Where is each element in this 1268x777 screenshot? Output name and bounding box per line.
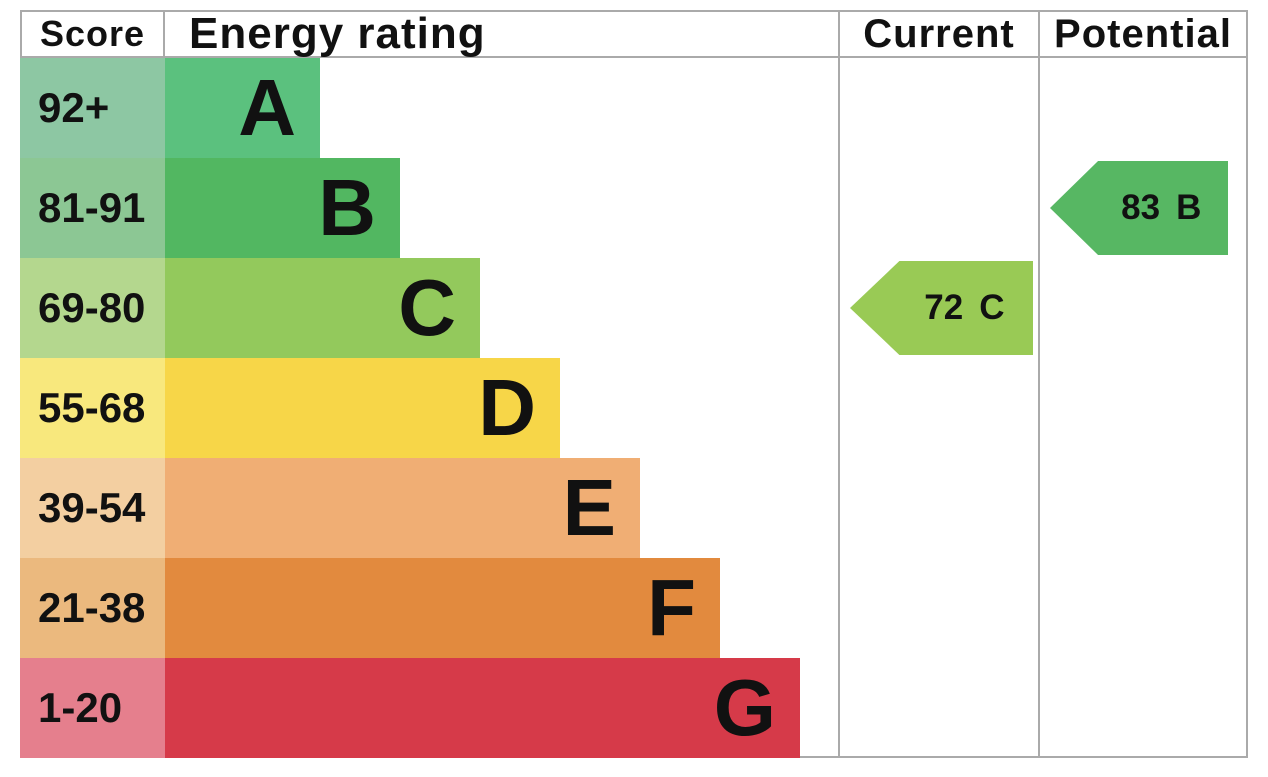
rating-letter-c: C [398, 263, 456, 352]
rating-bar-c: C [165, 258, 480, 358]
score-cell-g: 1-20 [20, 658, 165, 758]
band-row-c: 69-80 C [20, 258, 1246, 358]
rating-bar-f: F [165, 558, 720, 658]
score-cell-d: 55-68 [20, 358, 165, 458]
band-row-e: 39-54 E [20, 458, 1246, 558]
band-row-f: 21-38 F [20, 558, 1246, 658]
rating-bar-b: B [165, 158, 400, 258]
current-rating-letter: C [979, 288, 1005, 327]
header-energy-rating: Energy rating [189, 9, 486, 58]
header-score: Score [22, 12, 165, 56]
header-current: Current [838, 12, 1038, 56]
potential-column-divider [1038, 58, 1040, 756]
potential-rating-text: 83 B [1095, 161, 1229, 255]
band-row-a: 92+ A [20, 58, 1246, 158]
score-cell-c: 69-80 [20, 258, 165, 358]
potential-rating-value: 83 [1121, 188, 1161, 227]
rating-bar-e: E [165, 458, 640, 558]
rating-bar-d: D [165, 358, 560, 458]
score-cell-a: 92+ [20, 58, 165, 158]
header-potential: Potential [1038, 12, 1246, 56]
band-row-b: 81-91 B [20, 158, 1246, 258]
table-header: Score Energy rating Current Potential [20, 9, 1248, 58]
rating-bar-a: A [165, 58, 320, 158]
epc-table: Score Energy rating Current Potential 92… [20, 9, 1248, 760]
rating-letter-a: A [238, 63, 296, 152]
current-rating-value: 72 [924, 288, 964, 327]
band-row-g: 1-20 G [20, 658, 1246, 758]
score-cell-b: 81-91 [20, 158, 165, 258]
rating-letter-e: E [562, 463, 616, 552]
rating-letter-d: D [478, 363, 536, 452]
table-body: 92+ A 81-91 B 69-80 C 55-68 [20, 58, 1248, 758]
rating-letter-g: G [713, 663, 776, 752]
score-cell-f: 21-38 [20, 558, 165, 658]
rating-bar-g: G [165, 658, 800, 758]
current-column-divider [838, 58, 840, 756]
current-rating-text: 72 C [896, 261, 1033, 355]
rating-letter-f: F [647, 563, 696, 652]
band-row-d: 55-68 D [20, 358, 1246, 458]
potential-rating-letter: B [1176, 188, 1202, 227]
score-cell-e: 39-54 [20, 458, 165, 558]
rating-letter-b: B [318, 163, 376, 252]
